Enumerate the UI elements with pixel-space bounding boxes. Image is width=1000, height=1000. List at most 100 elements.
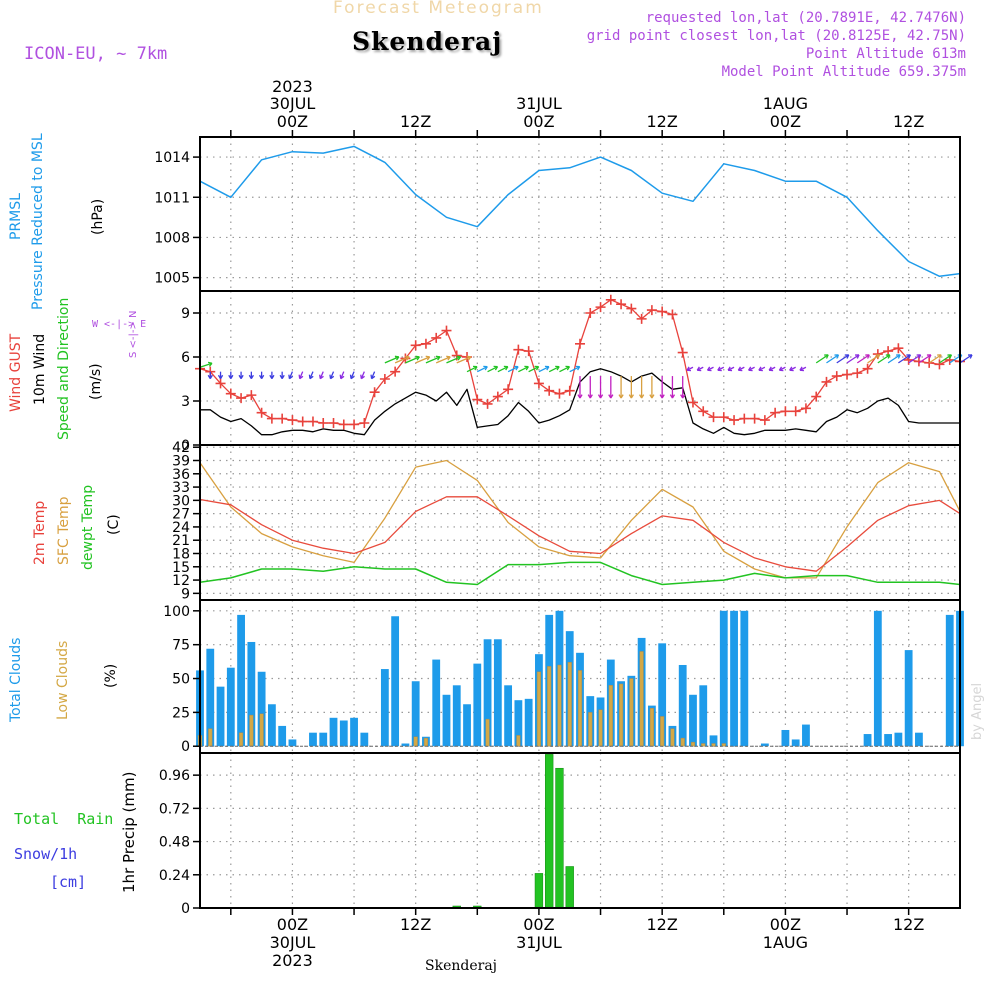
wind-arrow [528,366,539,373]
total-cloud-bar [730,610,738,747]
wind-arrow-head [360,374,365,380]
clouds-tick-label: 75 [172,638,190,654]
wind-arrow-head [514,365,519,371]
wind-arrow-head [565,365,571,371]
clouds-tick-label: 0 [181,739,190,755]
gust-marker [759,415,770,426]
snow-label: Snow/1h [14,845,78,863]
total-cloud-bar [463,704,471,747]
gust-marker [318,418,329,428]
gust-marker [379,374,390,384]
gust-marker [729,415,740,426]
total-cloud-bar [699,685,708,747]
gust-marker [225,388,236,399]
total-cloud-bar [380,669,389,747]
low-cloud-bar [249,714,254,747]
total-cloud-bar [781,729,790,747]
total-cloud-bar [802,724,810,747]
wind-arrow [319,371,324,379]
total-cloud-bar [904,650,913,747]
wind-arrow-head [349,374,355,380]
gust-marker [698,406,709,417]
wind-arrow-head [446,355,451,361]
gust-marker [338,419,349,430]
wind-arrow-head [639,394,645,399]
precip-panel-frame [199,752,961,909]
total-cloud-bar [689,694,697,747]
wind-arrow-head [875,354,881,359]
bottom-time-label: 12Z [400,915,431,934]
gust-marker [482,398,493,409]
wind-arrow-head [577,394,583,399]
wind-arrow [405,356,420,364]
wind-arrow-head [555,365,560,371]
total-cloud-bar [894,732,903,747]
precip-tick-label: 0 [181,901,190,917]
wind-arrow-head [727,366,733,372]
temp-tick-label: 9 [181,586,190,602]
total-cloud-bar [873,610,882,747]
wind-arrow-head [628,394,634,399]
wind-arrow [559,366,570,373]
gust-marker [749,413,760,424]
total-cloud-bar [432,659,441,747]
total-cloud-bar [504,685,513,747]
gridpoint-coords: grid point closest lon,lat (20.8125E, 42… [586,28,966,44]
low-cloud-bar [711,743,716,747]
wind-arrow [898,354,911,364]
gust-marker [441,325,452,336]
wind-arrow-head [587,394,593,399]
wind-arrow-head [308,374,314,380]
wind-arrow [877,354,891,364]
wind-arrow-head [394,355,400,361]
gust-marker [328,418,339,428]
gust-marker [523,346,534,357]
bottom-time-label: 30JUL [270,933,316,952]
wind-arrow [340,371,345,379]
total-cloud-bar [288,739,297,747]
total-cloud-bar [524,698,533,747]
wind-arrow-head [618,394,624,399]
gust-marker [842,369,853,380]
total-cloud-bar [226,667,235,747]
low-cloud-bar [670,728,675,747]
wind-arrow-head [768,366,774,372]
wind-arrow [836,354,850,364]
snow-cm-label: [cm] [50,873,87,891]
wind-tick-label: 0 [181,438,190,454]
low-cloud-bar [557,664,562,747]
gust-marker [924,357,935,368]
gust-marker [646,305,657,316]
wind-arrow [928,354,942,364]
precip-bar [545,754,554,909]
wind-arrow-head [472,365,478,371]
temp-tick-label: 24 [172,520,190,536]
wind-arrow-head [415,355,420,361]
gust-marker [687,397,698,408]
wind-arrow [456,356,472,364]
wind-arrow-head [279,374,285,380]
gust-marker [420,338,431,349]
wind-arrow-head [370,374,376,380]
low-cloud-bar [660,716,665,747]
wind-arrow-head [649,394,655,399]
total-cloud-bar [411,681,420,747]
compass-we: W <-|-> E [92,319,147,330]
bottom-time-label: 12Z [646,915,677,934]
gust-marker [349,419,360,430]
wind-arrow [350,371,355,379]
wind-arrow [507,366,519,373]
2m-temp-line [199,496,961,572]
gust-marker [718,412,729,423]
wind-arrow [435,356,451,364]
wind-arrow-head [967,354,973,359]
wind-arrow-head [824,354,829,359]
wind-arrow-head [686,366,692,372]
wind-arrow-head [228,374,234,380]
wind-arrow-head [269,374,275,380]
wind-arrow [887,354,901,364]
wind-arrow-head [680,394,686,399]
bottom-time-label: 00Z [770,915,801,934]
wind-arrow [548,366,560,373]
wind-arrow-head [844,354,850,359]
